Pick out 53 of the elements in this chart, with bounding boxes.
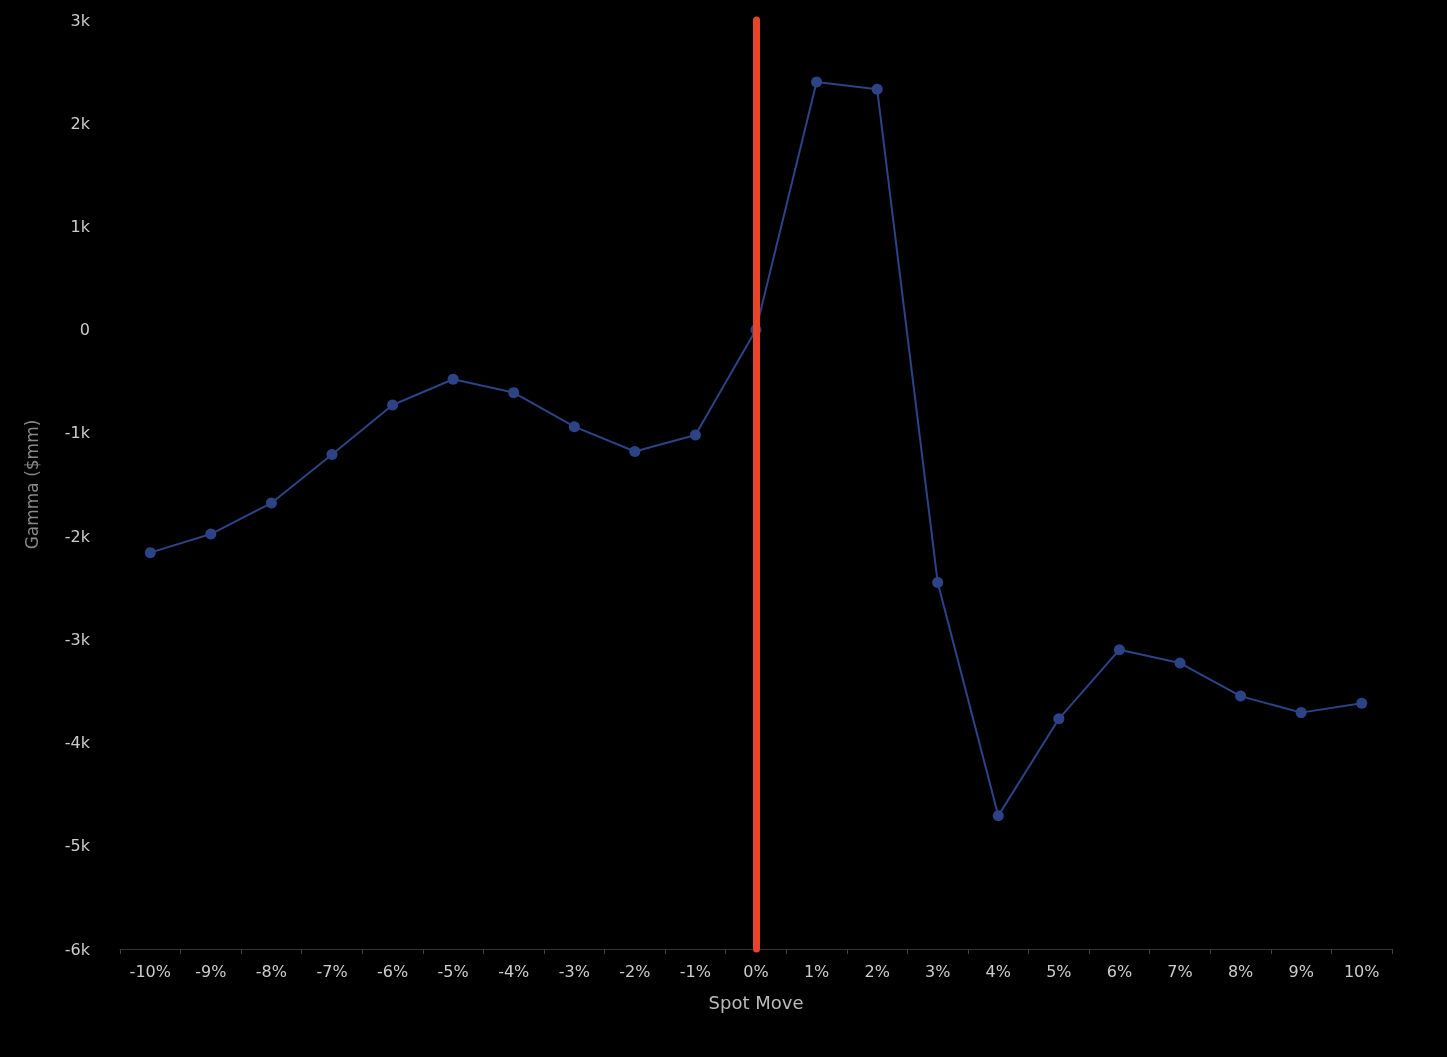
y-tick-label: 3k	[70, 10, 91, 30]
point	[387, 399, 399, 411]
y-tick-label: -6k	[64, 939, 91, 959]
x-tick-label: -6%	[376, 961, 409, 981]
x-tick-label: -4%	[498, 961, 530, 981]
x-tick-label: 6%	[1106, 961, 1133, 981]
x-tick-label: 10%	[1343, 961, 1380, 981]
y-tick-label: -3k	[64, 629, 91, 649]
y-axis-title: Gamma ($mm)	[21, 419, 42, 550]
point	[1053, 713, 1065, 725]
point	[932, 577, 944, 589]
x-tick-label: 8%	[1227, 961, 1254, 981]
x-tick-label: 4%	[985, 961, 1011, 981]
x-tick-label: 5%	[1046, 961, 1072, 981]
point	[447, 373, 459, 385]
point	[689, 429, 701, 441]
point	[1356, 697, 1368, 709]
x-tick-label: 9%	[1288, 961, 1314, 981]
point	[265, 497, 277, 509]
x-tick-label: -5%	[437, 961, 469, 981]
point	[205, 528, 217, 540]
point	[1295, 707, 1307, 719]
point	[568, 421, 580, 433]
x-axis-title: Spot Move	[708, 991, 804, 1013]
x-tick-label: 1%	[803, 961, 830, 981]
point	[326, 449, 338, 461]
y-tick-label: -5k	[64, 836, 91, 856]
point	[629, 445, 641, 457]
y-tick-label: 1k	[70, 216, 91, 236]
x-tick-label: -2%	[619, 961, 651, 981]
x-tick-label: -3%	[558, 961, 590, 981]
x-tick-label: -10%	[129, 961, 171, 981]
point	[811, 76, 823, 88]
point	[871, 83, 883, 95]
x-tick-label: 0%	[743, 961, 769, 981]
y-tick-label: 0	[79, 320, 90, 340]
x-tick-label: 3%	[925, 961, 951, 981]
y-tick-label: -2k	[64, 526, 91, 546]
point	[144, 547, 156, 559]
point	[508, 387, 520, 399]
x-tick-label: 2%	[864, 961, 890, 981]
point	[992, 810, 1004, 822]
y-tick-label: -1k	[64, 423, 91, 443]
point	[1113, 644, 1125, 656]
x-tick-label: -8%	[255, 961, 288, 981]
point	[1174, 657, 1186, 669]
y-tick-label: -4k	[64, 733, 91, 753]
x-tick-label: 7%	[1167, 961, 1193, 981]
y-tick-label: 2k	[70, 113, 91, 133]
x-tick-label: -1%	[679, 961, 712, 981]
x-tick-label: -7%	[316, 961, 348, 981]
point	[1235, 690, 1247, 702]
x-tick-label: -9%	[195, 961, 227, 981]
